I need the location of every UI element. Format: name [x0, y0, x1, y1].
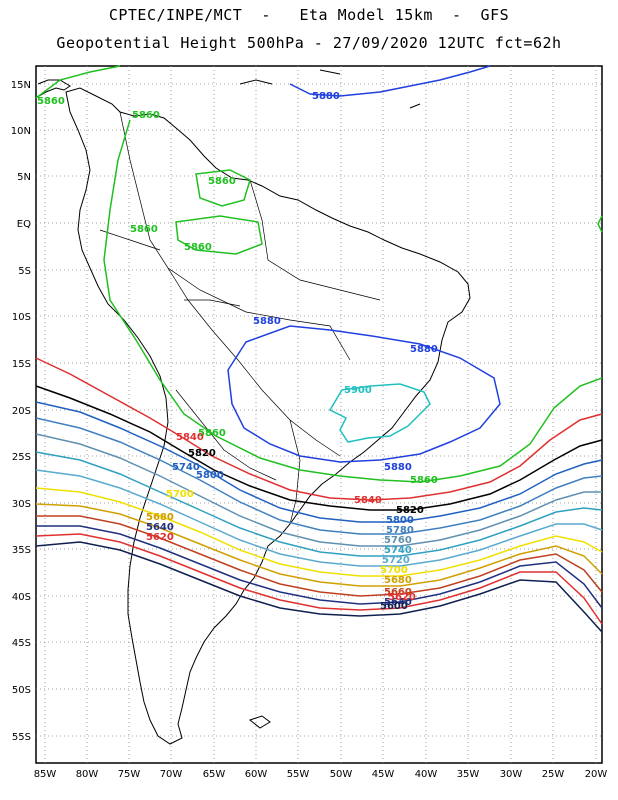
- contour-5680: [35, 503, 603, 587]
- lat-tick-label: EQ: [17, 219, 31, 230]
- lat-tick-label: 15S: [12, 359, 31, 370]
- contour-label-5700: 5700: [380, 565, 408, 576]
- lat-lon-grid: [36, 66, 602, 763]
- lat-tick-label: 35S: [12, 545, 31, 556]
- contour-5660: [36, 515, 603, 597]
- contour-5640: [36, 525, 603, 609]
- lat-tick-label: 25S: [12, 452, 31, 463]
- contour-label-5860: 5860: [184, 242, 212, 253]
- contour-5800: [35, 401, 603, 523]
- contour-label-5860: 5860: [410, 475, 438, 486]
- lat-tick-label: 30S: [12, 499, 31, 510]
- contour-label-5880: 5880: [253, 316, 281, 327]
- lon-tick-label: 45W: [372, 769, 395, 780]
- contour-5820: [35, 385, 603, 511]
- contour-lines: [35, 65, 603, 633]
- contour-5900: [328, 383, 431, 443]
- lon-tick-label: 30W: [500, 769, 523, 780]
- lat-tick-label: 40S: [12, 592, 31, 603]
- lat-tick-label: 20S: [12, 406, 31, 417]
- lon-tick-label: 35W: [457, 769, 480, 780]
- contour-label-5900: 5900: [344, 385, 372, 396]
- contour-label-5640: 5640: [146, 522, 174, 533]
- lon-tick-label: 70W: [160, 769, 183, 780]
- lon-tick-label: 25W: [542, 769, 565, 780]
- contour-labels: 5860 5860 5860 5860 5860 5880 5880 5880 5880 5900…: [37, 91, 438, 612]
- contour-5880-north: [289, 65, 491, 97]
- contour-label-5860: 5860: [130, 224, 158, 235]
- caribbean-islands: [239, 69, 421, 109]
- contour-label-5860: 5860: [208, 176, 236, 187]
- contour-label-5760: 5760: [384, 535, 412, 546]
- lat-tick-label: 10N: [11, 126, 31, 137]
- contour-label-5800: 5800: [386, 515, 414, 526]
- contour-label-5860: 5860: [132, 110, 160, 121]
- contour-label-5780: 5780: [386, 525, 414, 536]
- coastlines: [35, 69, 471, 745]
- lon-tick-label: 65W: [203, 769, 226, 780]
- lat-tick-label: 45S: [12, 638, 31, 649]
- contour-label-5820: 5820: [396, 505, 424, 516]
- lon-tick-label: 75W: [118, 769, 141, 780]
- contour-5860: [35, 65, 603, 483]
- lon-tick-label: 85W: [34, 769, 57, 780]
- contour-5700: [35, 487, 603, 577]
- longitude-axis: 85W 80W 75W 70W 65W 60W 55W 50W 45W 40W 35W 30W 25W 2…: [34, 769, 608, 780]
- contour-5620: [35, 533, 603, 625]
- lat-tick-label: 5S: [18, 266, 31, 277]
- contour-label-5680: 5680: [384, 575, 412, 586]
- map-frame: [35, 65, 603, 764]
- lon-tick-label: 80W: [76, 769, 99, 780]
- contour-5860-east: [597, 215, 603, 233]
- contour-label-5720: 5720: [382, 555, 410, 566]
- latitude-axis: 15N 10N 5N EQ 5S 10S 15S 20S 25S 30S 35S 40S 45S 50S 5…: [11, 80, 31, 743]
- map-title: CPTEC/INPE/MCT - Eta Model 15km - GFS: [108, 6, 510, 24]
- contour-label-5860: 5860: [198, 428, 226, 439]
- lat-tick-label: 50S: [12, 685, 31, 696]
- central-america-coastline: [35, 79, 71, 99]
- contour-label-5740: 5740: [384, 545, 412, 556]
- south-america-coastline: [65, 87, 471, 745]
- contour-label-5880: 5880: [410, 344, 438, 355]
- contour-label-5620: 5620: [146, 532, 174, 543]
- contour-label-5640: 5640: [384, 597, 412, 608]
- falkland-islands: [248, 715, 271, 729]
- contour-5720: [35, 469, 603, 567]
- lon-tick-label: 40W: [415, 769, 438, 780]
- contour-label-5740: 5740: [172, 462, 200, 473]
- contour-5860-closed-1: [195, 169, 251, 207]
- contour-5780: [35, 417, 603, 535]
- map-subtitle: Geopotential Height 500hPa - 27/09/2020 …: [56, 34, 562, 52]
- contour-label-5620: 5620: [388, 592, 416, 603]
- country-borders: [99, 111, 381, 525]
- contour-label-5600: 5600: [380, 601, 408, 612]
- lon-tick-label: 20W: [585, 769, 608, 780]
- lat-tick-label: 10S: [12, 312, 31, 323]
- contour-5880: [227, 325, 501, 463]
- contour-5860-closed-2: [175, 215, 263, 255]
- contour-5840: [35, 357, 603, 501]
- contour-label-5820: 5820: [188, 448, 216, 459]
- lat-tick-label: 55S: [12, 732, 31, 743]
- contour-label-5880: 5880: [312, 91, 340, 102]
- contour-label-5800: 5800: [196, 470, 224, 481]
- lon-tick-label: 55W: [287, 769, 310, 780]
- lat-tick-label: 15N: [11, 80, 31, 91]
- contour-5600: [35, 541, 603, 633]
- contour-label-5680: 5680: [146, 512, 174, 523]
- contour-label-5700: 5700: [166, 489, 194, 500]
- contour-5760: [35, 433, 602, 547]
- contour-label-5840: 5840: [354, 495, 382, 506]
- contour-label-5860: 5860: [37, 96, 65, 107]
- contour-label-5840: 5840: [176, 432, 204, 443]
- contour-label-5660: 5660: [384, 587, 412, 598]
- contour-5740: [35, 451, 603, 557]
- lat-tick-label: 5N: [17, 172, 31, 183]
- contour-label-5880: 5880: [384, 462, 412, 473]
- lon-tick-label: 50W: [330, 769, 353, 780]
- lon-tick-label: 60W: [245, 769, 268, 780]
